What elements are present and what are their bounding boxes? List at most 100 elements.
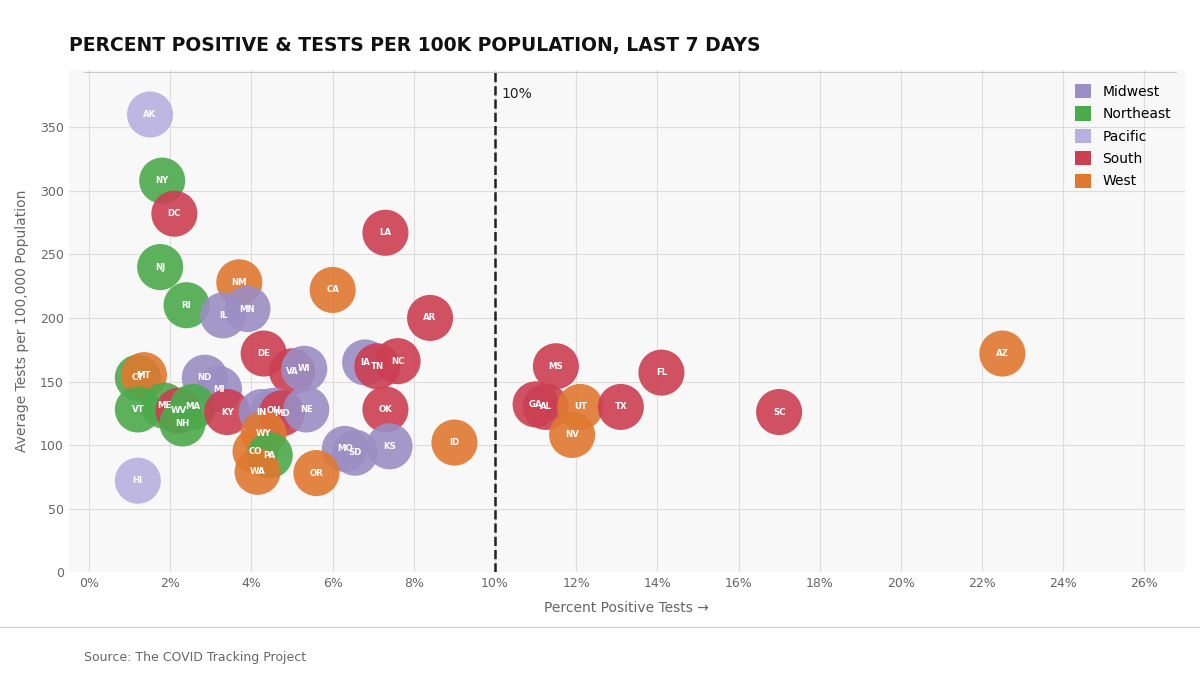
Point [335, 443, 354, 454]
Point [611, 401, 630, 412]
Text: WV: WV [170, 406, 186, 415]
Text: ND: ND [198, 373, 212, 382]
Point [248, 466, 268, 477]
Point [264, 406, 283, 416]
Point [307, 468, 326, 479]
Text: WA: WA [250, 467, 265, 476]
Text: CA: CA [326, 286, 340, 295]
Text: NJ: NJ [155, 262, 166, 271]
Text: TX: TX [614, 402, 628, 412]
Text: IN: IN [257, 408, 266, 416]
Point [296, 404, 316, 415]
Point [652, 367, 671, 378]
Text: HI: HI [133, 476, 143, 485]
Text: ME: ME [157, 401, 172, 410]
Text: MN: MN [240, 305, 256, 314]
Point [128, 475, 148, 486]
Point [164, 208, 184, 219]
Point [282, 366, 301, 377]
Text: ID: ID [449, 438, 460, 447]
Text: PERCENT POSITIVE & TESTS PER 100K POPULATION, LAST 7 DAYS: PERCENT POSITIVE & TESTS PER 100K POPULA… [68, 36, 761, 55]
Text: KY: KY [221, 408, 234, 416]
Text: MO: MO [337, 445, 353, 453]
Text: OH: OH [266, 406, 281, 415]
Text: WI: WI [298, 364, 311, 373]
Text: SD: SD [348, 448, 361, 457]
Point [238, 303, 257, 314]
Text: TN: TN [371, 362, 384, 371]
Text: IL: IL [218, 311, 227, 320]
Point [992, 348, 1012, 359]
Point [295, 363, 314, 374]
Text: NH: NH [175, 419, 190, 428]
Text: AL: AL [540, 402, 552, 412]
Point [323, 284, 342, 295]
Legend: Midwest, Northeast, Pacific, South, West: Midwest, Northeast, Pacific, South, West [1068, 77, 1178, 195]
Text: MI: MI [214, 385, 224, 394]
Text: NE: NE [300, 405, 313, 414]
Text: RI: RI [181, 301, 192, 310]
Point [134, 370, 154, 381]
Text: NY: NY [156, 176, 169, 185]
Text: NV: NV [565, 430, 580, 439]
Text: SC: SC [773, 408, 785, 416]
Point [140, 109, 160, 120]
Point [536, 401, 556, 412]
Point [176, 300, 196, 311]
Point [376, 404, 395, 415]
Point [229, 277, 248, 288]
Point [214, 310, 233, 321]
Point [246, 446, 265, 457]
Text: Source: The COVID Tracking Project: Source: The COVID Tracking Project [84, 651, 306, 664]
Text: IA: IA [360, 358, 370, 367]
Point [571, 401, 590, 412]
Point [355, 357, 374, 368]
Point [367, 361, 386, 372]
Point [260, 450, 280, 461]
Text: MS: MS [548, 362, 563, 371]
Point [272, 408, 292, 419]
Text: NC: NC [391, 357, 404, 366]
Point [128, 372, 148, 383]
Text: FL: FL [656, 368, 667, 377]
Text: CT: CT [132, 373, 144, 382]
Point [563, 429, 582, 440]
Text: VA: VA [286, 367, 299, 376]
Point [376, 227, 395, 238]
Point [252, 406, 271, 417]
Point [769, 406, 788, 417]
Text: AZ: AZ [996, 349, 1009, 358]
Point [173, 418, 192, 429]
Text: AK: AK [143, 110, 157, 119]
Text: MD: MD [274, 409, 289, 418]
Text: GA: GA [529, 400, 542, 409]
Text: MT: MT [137, 371, 151, 379]
Text: WY: WY [256, 429, 271, 438]
Text: LA: LA [379, 228, 391, 237]
Point [217, 406, 236, 417]
Point [128, 404, 148, 415]
Text: CO: CO [248, 447, 263, 456]
Text: AR: AR [424, 314, 437, 323]
Point [388, 356, 407, 366]
Text: KS: KS [383, 442, 396, 451]
Point [346, 447, 365, 458]
Point [254, 348, 274, 359]
Point [254, 428, 274, 439]
Y-axis label: Average Tests per 100,000 Population: Average Tests per 100,000 Population [16, 190, 29, 452]
Text: DE: DE [257, 349, 270, 358]
Text: VT: VT [132, 405, 144, 414]
Point [184, 401, 203, 412]
Point [420, 312, 439, 323]
Point [155, 400, 174, 411]
Point [196, 372, 215, 383]
X-axis label: Percent Positive Tests →: Percent Positive Tests → [545, 601, 709, 615]
Text: DC: DC [168, 209, 181, 218]
Point [152, 175, 172, 186]
Text: MA: MA [185, 402, 200, 412]
Point [526, 399, 545, 410]
Point [380, 441, 400, 452]
Point [445, 437, 464, 448]
Point [150, 262, 169, 273]
Point [546, 361, 565, 372]
